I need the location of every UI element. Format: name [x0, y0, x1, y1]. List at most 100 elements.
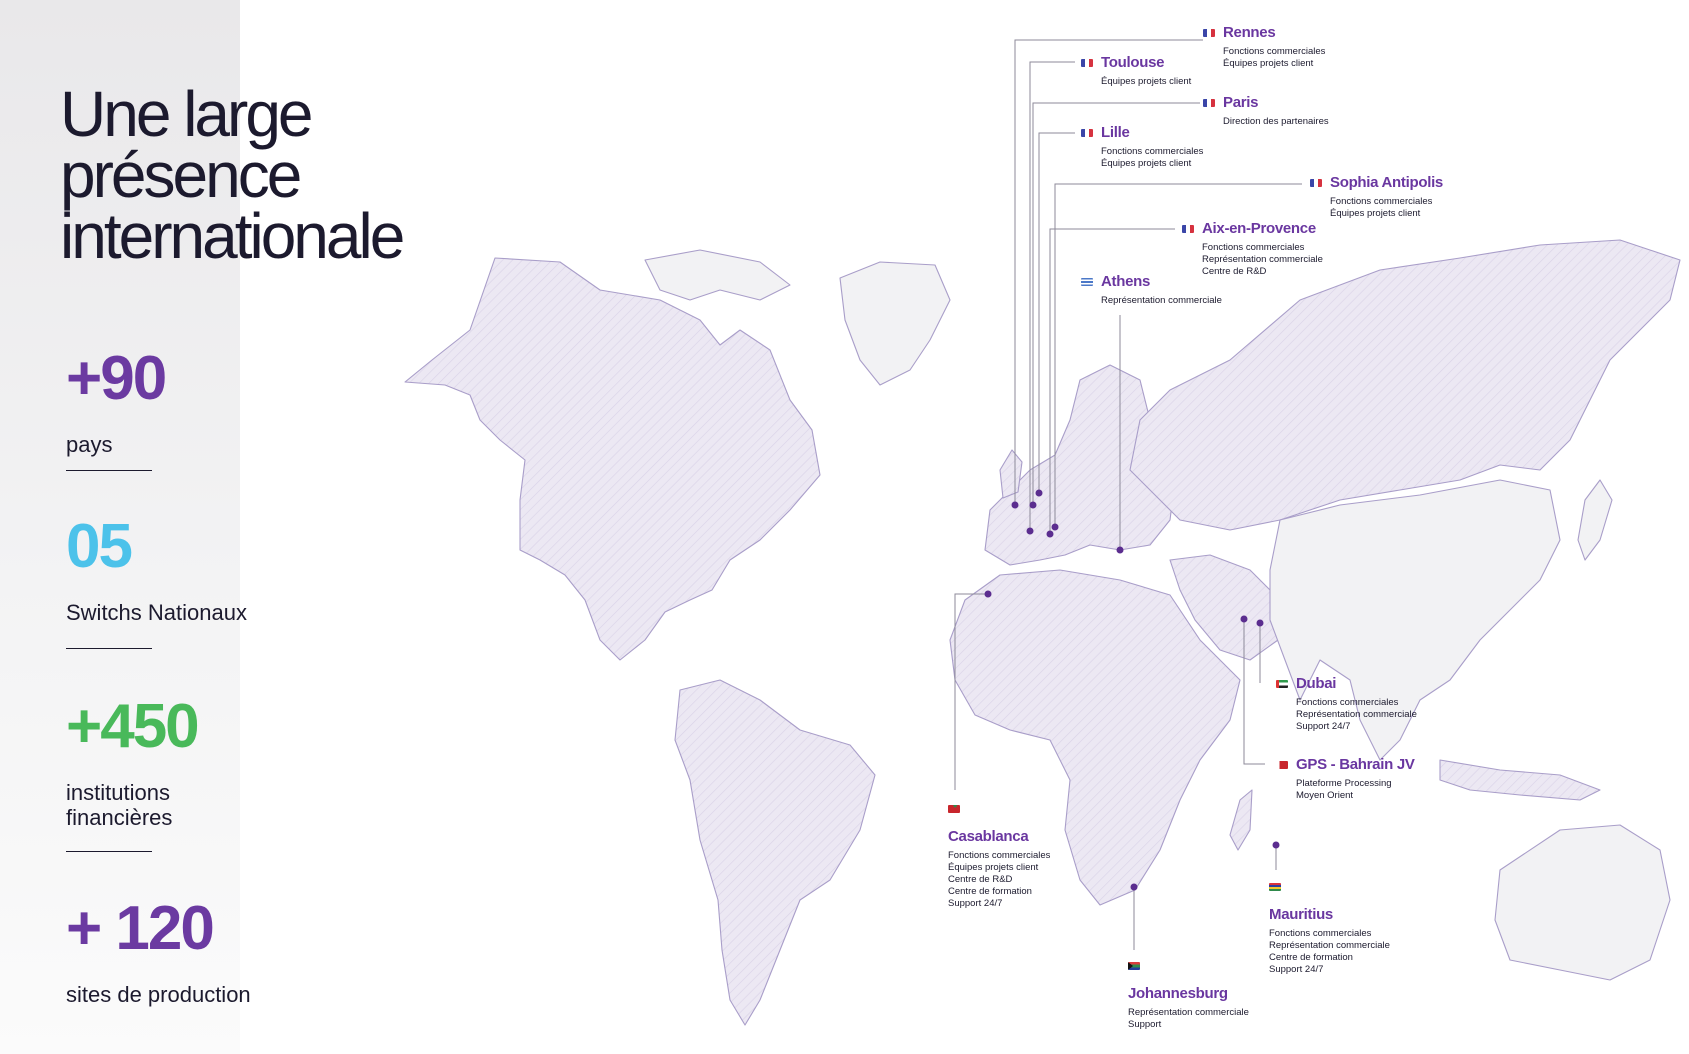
stat-national-switches: 05 Switchs Nationaux — [66, 512, 247, 626]
office-description: Fonctions commerciales Représentation co… — [1296, 697, 1417, 732]
office-lille: Lille Fonctions commerciales Équipes pro… — [1081, 124, 1203, 170]
stat-production-sites: + 120 sites de production — [66, 894, 251, 1008]
rennes-marker — [1011, 501, 1019, 509]
stat-value: +90 — [66, 344, 167, 413]
title-line: présence — [60, 139, 302, 211]
bh-flag-icon — [1276, 760, 1288, 769]
greenland-landmass — [839, 261, 951, 386]
office-dubai: Dubai Fonctions commerciales Représentat… — [1276, 675, 1417, 733]
page-title: Une large présence internationale — [60, 78, 405, 272]
athens-marker — [1116, 546, 1124, 554]
dubai-marker — [1256, 619, 1264, 627]
aix-marker — [1046, 530, 1054, 538]
africa-landmass — [949, 569, 1241, 906]
mauritius-marker — [1272, 841, 1280, 849]
office-city: Lille — [1101, 124, 1130, 141]
office-description: Représentation commerciale — [1101, 295, 1222, 306]
paris-marker — [1029, 501, 1037, 509]
office-johannesburg: Johannesburg Représentation commerciale … — [1128, 957, 1249, 1031]
office-athens: Athens Représentation commerciale — [1081, 273, 1222, 307]
uk-landmass — [999, 449, 1023, 499]
title-line: Une large — [60, 78, 314, 150]
casablanca-marker — [984, 590, 992, 598]
office-city: Mauritius — [1269, 906, 1333, 923]
asia-landmass — [1269, 479, 1561, 761]
office-city: Paris — [1223, 94, 1259, 111]
fr-flag-icon — [1081, 58, 1093, 67]
office-toulouse: Toulouse Équipes projets client — [1081, 54, 1191, 88]
office-description: Équipes projets client — [1101, 76, 1192, 87]
office-city: Dubai — [1296, 675, 1337, 692]
stat-financial-institutions: +450 institutions financières — [66, 692, 200, 831]
stat-label: institutions financières — [66, 780, 173, 830]
casablanca-connector — [954, 593, 988, 790]
office-paris: Paris Direction des partenaires — [1203, 94, 1329, 128]
stat-divider — [66, 648, 152, 649]
stat-value: +450 — [66, 692, 200, 761]
office-description: Fonctions commerciales Équipes projets c… — [948, 850, 1051, 909]
office-description: Direction des partenaires — [1223, 116, 1329, 127]
office-city: Johannesburg — [1128, 985, 1228, 1002]
sophia-connector — [1054, 183, 1302, 527]
stat-value: 05 — [66, 512, 133, 581]
office-description: Fonctions commerciales Équipes projets c… — [1101, 146, 1204, 169]
fr-flag-icon — [1182, 224, 1194, 233]
bahrain-connector — [1243, 619, 1265, 765]
arctic-islands — [644, 249, 791, 301]
office-city: Sophia Antipolis — [1330, 174, 1443, 191]
toulouse-connector — [1029, 61, 1075, 531]
office-description: Fonctions commerciales Équipes projets c… — [1223, 46, 1326, 69]
south-america-landmass — [674, 679, 876, 1026]
office-description: Fonctions commerciales Représentation co… — [1269, 928, 1390, 975]
office-description: Plateforme Processing Moyen Orient — [1296, 778, 1392, 801]
stat-countries: +90 pays — [66, 344, 167, 458]
mu-flag-icon — [1269, 883, 1281, 891]
johannesburg-marker — [1130, 883, 1138, 891]
office-casablanca: Casablanca Fonctions commerciales Équipe… — [948, 800, 1050, 910]
office-city: Casablanca — [948, 828, 1029, 845]
ma-flag-icon — [948, 805, 960, 813]
north-america-landmass — [404, 257, 821, 661]
stat-label: sites de production — [66, 982, 251, 1007]
madagascar-landmass — [1229, 789, 1253, 851]
office-city: Toulouse — [1101, 54, 1165, 71]
office-gps-bahrain: GPS - Bahrain JV Plateforme Processing M… — [1276, 756, 1415, 802]
office-city: Aix-en-Provence — [1202, 220, 1316, 237]
office-mauritius: Mauritius Fonctions commerciales Représe… — [1269, 878, 1390, 976]
office-aix-en-provence: Aix-en-Provence Fonctions commerciales R… — [1182, 220, 1323, 278]
office-city: GPS - Bahrain JV — [1296, 756, 1415, 773]
office-city: Rennes — [1223, 24, 1276, 41]
stat-label: Switchs Nationaux — [66, 600, 247, 625]
sophia-marker — [1051, 523, 1059, 531]
stat-divider — [66, 851, 152, 852]
stat-divider — [66, 470, 152, 471]
toulouse-marker — [1026, 527, 1034, 535]
za-flag-icon — [1128, 962, 1140, 970]
sidebar-panel — [0, 0, 240, 1054]
fr-flag-icon — [1310, 178, 1322, 187]
stat-value: + 120 — [66, 894, 215, 963]
title-line: internationale — [60, 200, 405, 272]
indonesia-landmass — [1439, 759, 1601, 801]
paris-connector — [1032, 102, 1200, 505]
office-sophia-antipolis: Sophia Antipolis Fonctions commerciales … — [1310, 174, 1443, 220]
lille-connector — [1038, 132, 1075, 493]
russia-landmass — [1129, 239, 1681, 531]
ae-flag-icon — [1276, 679, 1288, 688]
fr-flag-icon — [1203, 98, 1215, 107]
rennes-connector — [1014, 39, 1203, 505]
office-rennes: Rennes Fonctions commerciales Équipes pr… — [1203, 24, 1325, 70]
office-description: Représentation commerciale Support — [1128, 1007, 1249, 1030]
office-city: Athens — [1101, 273, 1151, 290]
australia-landmass — [1494, 824, 1671, 981]
fr-flag-icon — [1203, 28, 1215, 37]
aix-connector — [1049, 228, 1175, 534]
bahrain-marker — [1240, 615, 1248, 623]
middle-east-landmass — [1169, 554, 1281, 661]
stat-label: pays — [66, 432, 113, 457]
gr-flag-icon — [1081, 277, 1093, 286]
office-description: Fonctions commerciales Équipes projets c… — [1330, 196, 1433, 219]
japan-landmass — [1577, 479, 1613, 561]
fr-flag-icon — [1081, 128, 1093, 137]
